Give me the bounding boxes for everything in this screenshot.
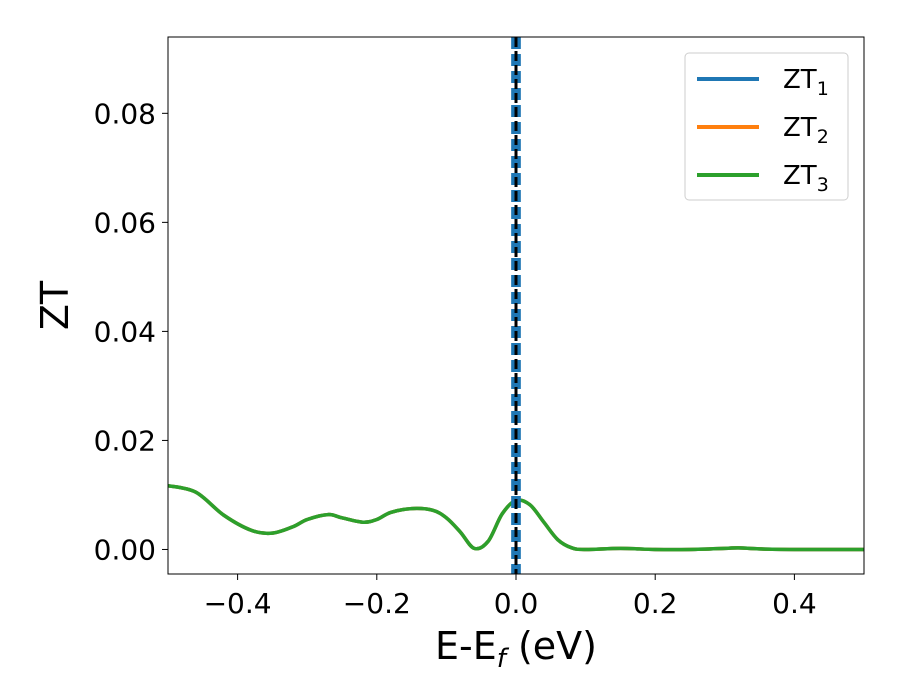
legend-box [684,52,849,201]
x-tick-label: 0.4 [772,587,817,620]
y-tick-label: 0.04 [94,315,156,348]
y-tick-label: 0.06 [94,206,156,239]
x-tick-label: −0.2 [343,587,411,620]
legend-label: ZT2 [783,113,829,148]
legend: ZT1 ZT2 ZT3 [684,52,849,201]
lines-layer [168,483,864,552]
series-line-zt3 [168,483,864,552]
legend-label: ZT1 [783,65,829,100]
x-tick-label: 0.2 [633,587,678,620]
legend-label: ZT3 [783,161,829,196]
y-tick-label: 0.08 [94,97,156,130]
y-tick-label: 0.02 [94,424,156,457]
x-axis-label: E-Ef (eV) [435,624,597,674]
vertical-lines-layer [511,37,521,574]
x-tick-label: −0.4 [204,587,272,620]
y-axis-label: ZT [33,280,77,330]
legend-item-zt1: ZT1 [697,65,829,100]
y-axis-ticks: 0.00 0.02 0.04 0.06 0.08 [94,97,168,566]
legend-item-zt2: ZT2 [697,113,829,148]
x-axis-ticks: −0.4 −0.2 0.0 0.2 0.4 [204,574,817,620]
y-tick-label: 0.00 [94,533,156,566]
x-axis-label-unit: (eV) [506,624,597,668]
x-tick-label: 0.0 [494,587,539,620]
x-axis-label-main: E-E [435,624,497,668]
legend-item-zt3: ZT3 [697,161,829,196]
